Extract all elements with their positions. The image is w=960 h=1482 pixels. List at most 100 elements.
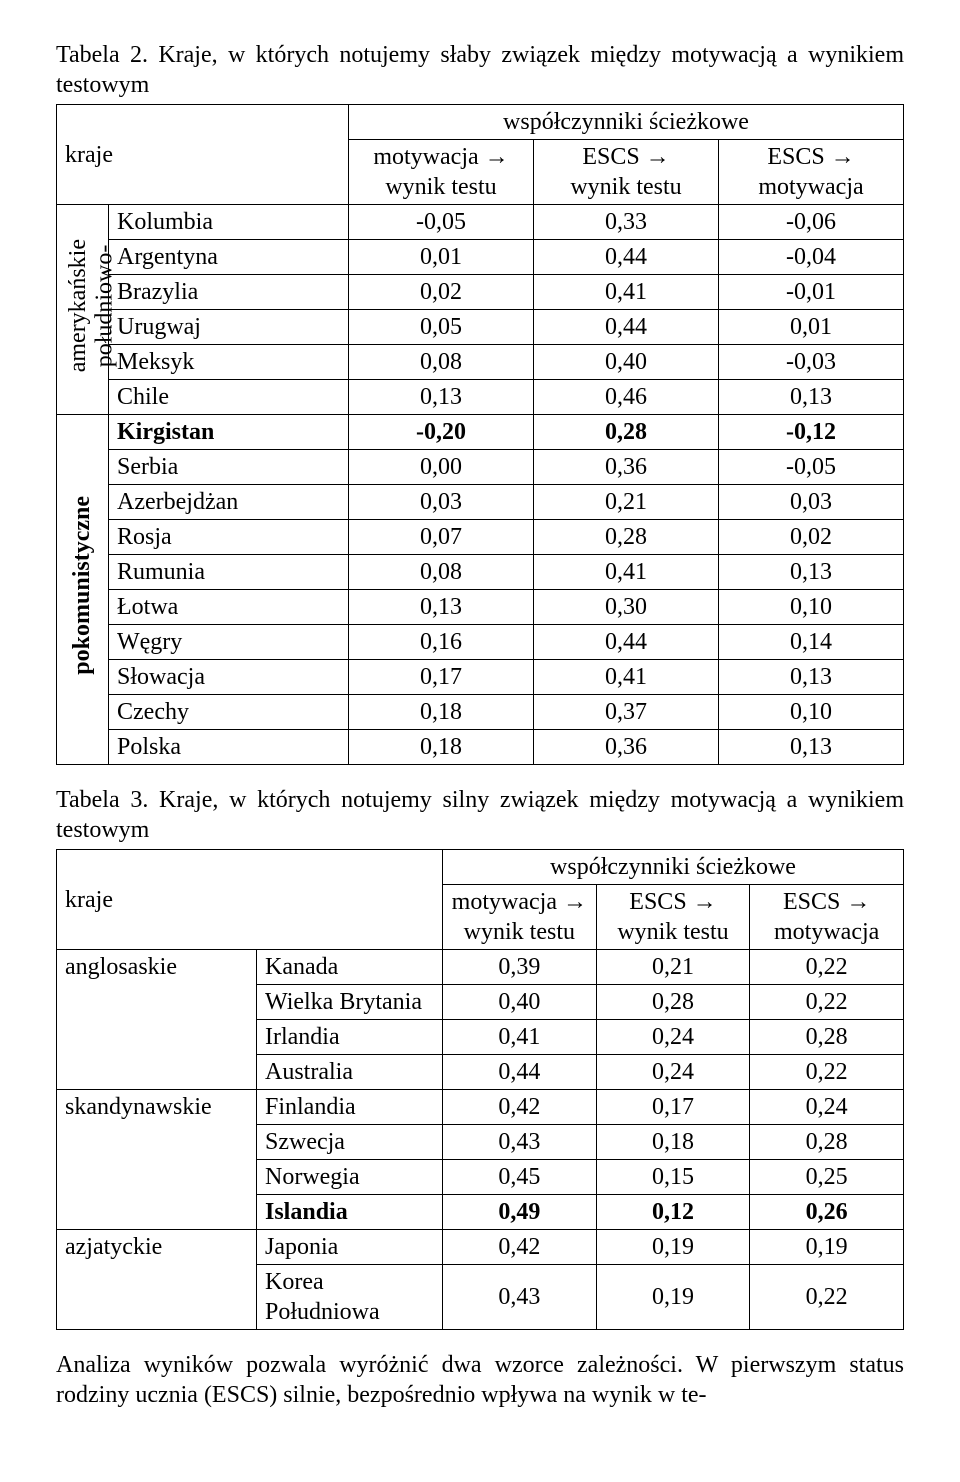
- table-cell: 0,36: [534, 730, 719, 765]
- table-cell: 0,37: [534, 695, 719, 730]
- table-cell: 0,17: [349, 660, 534, 695]
- table-cell: 0,13: [349, 380, 534, 415]
- table-cell: 0,21: [534, 485, 719, 520]
- table-row-country: Meksyk: [109, 345, 349, 380]
- table-cell: 0,13: [719, 730, 904, 765]
- table-cell: 0,03: [349, 485, 534, 520]
- table2-header-top: współczynniki ścieżkowe: [349, 105, 904, 140]
- table-cell: 0,28: [596, 985, 750, 1020]
- table3-header-col2: ESCS →wynik testu: [596, 885, 750, 950]
- table2-group-southamerican: amerykańskiepołudniowo-: [57, 205, 109, 415]
- table-cell: 0,43: [443, 1125, 597, 1160]
- table-cell: 0,03: [719, 485, 904, 520]
- table-cell: -0,03: [719, 345, 904, 380]
- table-cell: 0,49: [443, 1195, 597, 1230]
- table-cell: 0,19: [596, 1265, 750, 1330]
- table-cell: -0,12: [719, 415, 904, 450]
- table-row-country: Wielka Brytania: [257, 985, 443, 1020]
- table-cell: 0,17: [596, 1090, 750, 1125]
- table-cell: 0,07: [349, 520, 534, 555]
- table-cell: 0,28: [534, 415, 719, 450]
- table-row-country: Argentyna: [109, 240, 349, 275]
- table-cell: 0,40: [443, 985, 597, 1020]
- table2-header-col1: motywacja →wynik testu: [349, 140, 534, 205]
- table-cell: 0,41: [534, 275, 719, 310]
- table-cell: 0,22: [750, 985, 904, 1020]
- table-row-country: Finlandia: [257, 1090, 443, 1125]
- table-row-country: Korea Południowa: [257, 1265, 443, 1330]
- table-cell: -0,04: [719, 240, 904, 275]
- table2-group-postcommunist: pokomunistyczne: [57, 415, 109, 765]
- table-cell: 0,02: [719, 520, 904, 555]
- table-cell: 0,10: [719, 695, 904, 730]
- table-cell: 0,24: [596, 1055, 750, 1090]
- table-cell: 0,01: [719, 310, 904, 345]
- table-row-country: Kanada: [257, 950, 443, 985]
- table-row-country: Czechy: [109, 695, 349, 730]
- table2: krajewspółczynniki ścieżkowemotywacja →w…: [56, 104, 904, 765]
- table3-caption: Tabela 3. Kraje, w których notujemy siln…: [56, 785, 904, 845]
- table-cell: 0,46: [534, 380, 719, 415]
- table-cell: 0,42: [443, 1230, 597, 1265]
- table-cell: 0,39: [443, 950, 597, 985]
- table-cell: 0,08: [349, 345, 534, 380]
- table3-header-col1: motywacja →wynik testu: [443, 885, 597, 950]
- table-cell: 0,33: [534, 205, 719, 240]
- table-row-country: Słowacja: [109, 660, 349, 695]
- table3-group-label: azjatyckie: [57, 1230, 257, 1330]
- table-cell: 0,14: [719, 625, 904, 660]
- table-cell: 0,16: [349, 625, 534, 660]
- table-cell: 0,21: [596, 950, 750, 985]
- table-cell: 0,44: [443, 1055, 597, 1090]
- table-row-country: Rosja: [109, 520, 349, 555]
- table-row-country: Polska: [109, 730, 349, 765]
- table-cell: -0,01: [719, 275, 904, 310]
- table-cell: 0,41: [443, 1020, 597, 1055]
- table-row-country: Kirgistan: [109, 415, 349, 450]
- table-cell: 0,10: [719, 590, 904, 625]
- table-cell: 0,22: [750, 1265, 904, 1330]
- table-cell: 0,15: [596, 1160, 750, 1195]
- table-row-country: Azerbejdżan: [109, 485, 349, 520]
- table-cell: 0,41: [534, 555, 719, 590]
- table-cell: 0,02: [349, 275, 534, 310]
- table-cell: 0,24: [750, 1090, 904, 1125]
- table-cell: 0,13: [719, 660, 904, 695]
- table-cell: 0,44: [534, 240, 719, 275]
- table-cell: 0,45: [443, 1160, 597, 1195]
- table-row-country: Szwecja: [257, 1125, 443, 1160]
- table2-header-col3: ESCS →motywacja: [719, 140, 904, 205]
- table-cell: 0,41: [534, 660, 719, 695]
- table-row-country: Serbia: [109, 450, 349, 485]
- table3-group-label: skandynawskie: [57, 1090, 257, 1230]
- table-cell: 0,19: [750, 1230, 904, 1265]
- table-cell: -0,06: [719, 205, 904, 240]
- table-cell: 0,28: [750, 1020, 904, 1055]
- table-cell: 0,25: [750, 1160, 904, 1195]
- table-cell: 0,36: [534, 450, 719, 485]
- table-cell: -0,05: [719, 450, 904, 485]
- table-row-country: Irlandia: [257, 1020, 443, 1055]
- table-row-country: Islandia: [257, 1195, 443, 1230]
- table-cell: 0,05: [349, 310, 534, 345]
- table3-header-kraje: kraje: [57, 850, 443, 950]
- table-cell: 0,42: [443, 1090, 597, 1125]
- table-cell: 0,13: [719, 555, 904, 590]
- table-cell: 0,18: [596, 1125, 750, 1160]
- table-row-country: Kolumbia: [109, 205, 349, 240]
- table-row-country: Rumunia: [109, 555, 349, 590]
- table-cell: 0,18: [349, 730, 534, 765]
- table-cell: 0,08: [349, 555, 534, 590]
- table-row-country: Australia: [257, 1055, 443, 1090]
- table3-group-label: anglosaskie: [57, 950, 257, 1090]
- table-cell: -0,20: [349, 415, 534, 450]
- table3: krajewspółczynniki ścieżkowemotywacja →w…: [56, 849, 904, 1330]
- table-cell: 0,44: [534, 625, 719, 660]
- table-row-country: Norwegia: [257, 1160, 443, 1195]
- table-cell: 0,30: [534, 590, 719, 625]
- table3-header-col3: ESCS →motywacja: [750, 885, 904, 950]
- table-row-country: Japonia: [257, 1230, 443, 1265]
- table-cell: 0,01: [349, 240, 534, 275]
- table-cell: 0,00: [349, 450, 534, 485]
- paragraph-text: Analiza wyników pozwala wyróżnić dwa wzo…: [56, 1350, 904, 1410]
